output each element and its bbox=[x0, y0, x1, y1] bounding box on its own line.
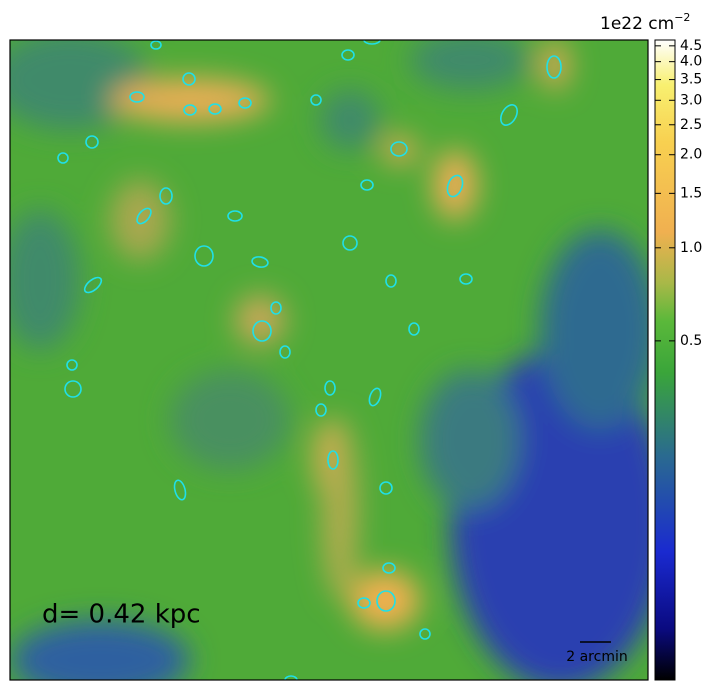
column-density-map bbox=[10, 40, 648, 680]
source-ellipse bbox=[159, 187, 173, 205]
source-ellipse bbox=[238, 97, 252, 109]
colorbar-exponent: −2 bbox=[674, 11, 690, 24]
source-ellipse bbox=[182, 72, 196, 86]
colorbar-tick-label: 2.5 bbox=[680, 117, 702, 133]
colorbar bbox=[654, 39, 676, 681]
source-ellipse bbox=[279, 345, 291, 359]
colorbar-unit: 1e22 cm bbox=[600, 14, 674, 34]
source-ellipse bbox=[251, 256, 269, 268]
source-ellipse bbox=[360, 179, 374, 191]
colorbar-tick-label: 3.5 bbox=[680, 72, 702, 88]
colorbar-tick-label: 1.0 bbox=[680, 240, 702, 256]
source-ellipse bbox=[385, 274, 397, 288]
colorbar-tick-label: 3.0 bbox=[680, 92, 702, 108]
source-ellipse bbox=[208, 103, 222, 115]
source-ellipse bbox=[368, 387, 382, 407]
source-ellipse bbox=[546, 55, 562, 79]
source-ellipse bbox=[194, 245, 214, 267]
source-ellipse bbox=[85, 135, 99, 149]
source-ellipse bbox=[341, 49, 355, 61]
colorbar-label: 1e22 cm−2 bbox=[600, 11, 690, 34]
source-ellipse bbox=[227, 210, 243, 222]
colorbar-tick-label: 4.0 bbox=[680, 54, 702, 70]
image-frame bbox=[9, 39, 649, 681]
source-ellipse bbox=[64, 380, 82, 398]
source-ellipses bbox=[57, 40, 562, 680]
source-ellipse bbox=[408, 322, 420, 336]
colorbar-tick-label: 0.5 bbox=[680, 333, 702, 349]
source-ellipse bbox=[500, 104, 518, 126]
source-ellipse bbox=[173, 479, 187, 501]
source-ellipse bbox=[342, 235, 358, 251]
source-ellipse bbox=[327, 450, 339, 470]
source-ellipse bbox=[150, 40, 162, 50]
source-ellipse bbox=[284, 675, 298, 680]
source-ellipse bbox=[252, 320, 272, 342]
source-ellipse bbox=[357, 597, 371, 609]
source-ellipse bbox=[382, 562, 396, 574]
source-ellipse bbox=[83, 276, 103, 294]
source-ellipse bbox=[390, 141, 408, 157]
source-ellipse bbox=[310, 94, 322, 106]
source-ellipse bbox=[129, 91, 145, 103]
scale-bar-label: 2 arcmin bbox=[566, 649, 627, 665]
source-ellipse bbox=[136, 207, 152, 225]
colorbar-tick-label: 4.5 bbox=[680, 38, 702, 54]
colorbar-ticks: 0.5 1.0 1.5 2.0 2.5 3.0 3.5 4.04.5 bbox=[655, 38, 702, 349]
source-ellipse bbox=[379, 481, 393, 495]
colorbar-tick-label: 1.5 bbox=[680, 185, 702, 201]
source-ellipse bbox=[57, 152, 69, 164]
source-ellipse bbox=[376, 590, 396, 612]
source-ellipse bbox=[419, 628, 431, 640]
distance-annotation: d= 0.42 kpc bbox=[42, 600, 201, 630]
colorbar-tick-label: 2.0 bbox=[680, 147, 702, 163]
source-ellipse bbox=[270, 301, 282, 315]
source-ellipse bbox=[315, 403, 327, 417]
source-ellipse bbox=[66, 359, 78, 371]
source-ellipse bbox=[446, 174, 464, 198]
source-ellipse bbox=[363, 40, 381, 45]
source-ellipse bbox=[183, 104, 197, 116]
source-ellipse bbox=[459, 273, 473, 285]
source-ellipse bbox=[324, 380, 336, 396]
